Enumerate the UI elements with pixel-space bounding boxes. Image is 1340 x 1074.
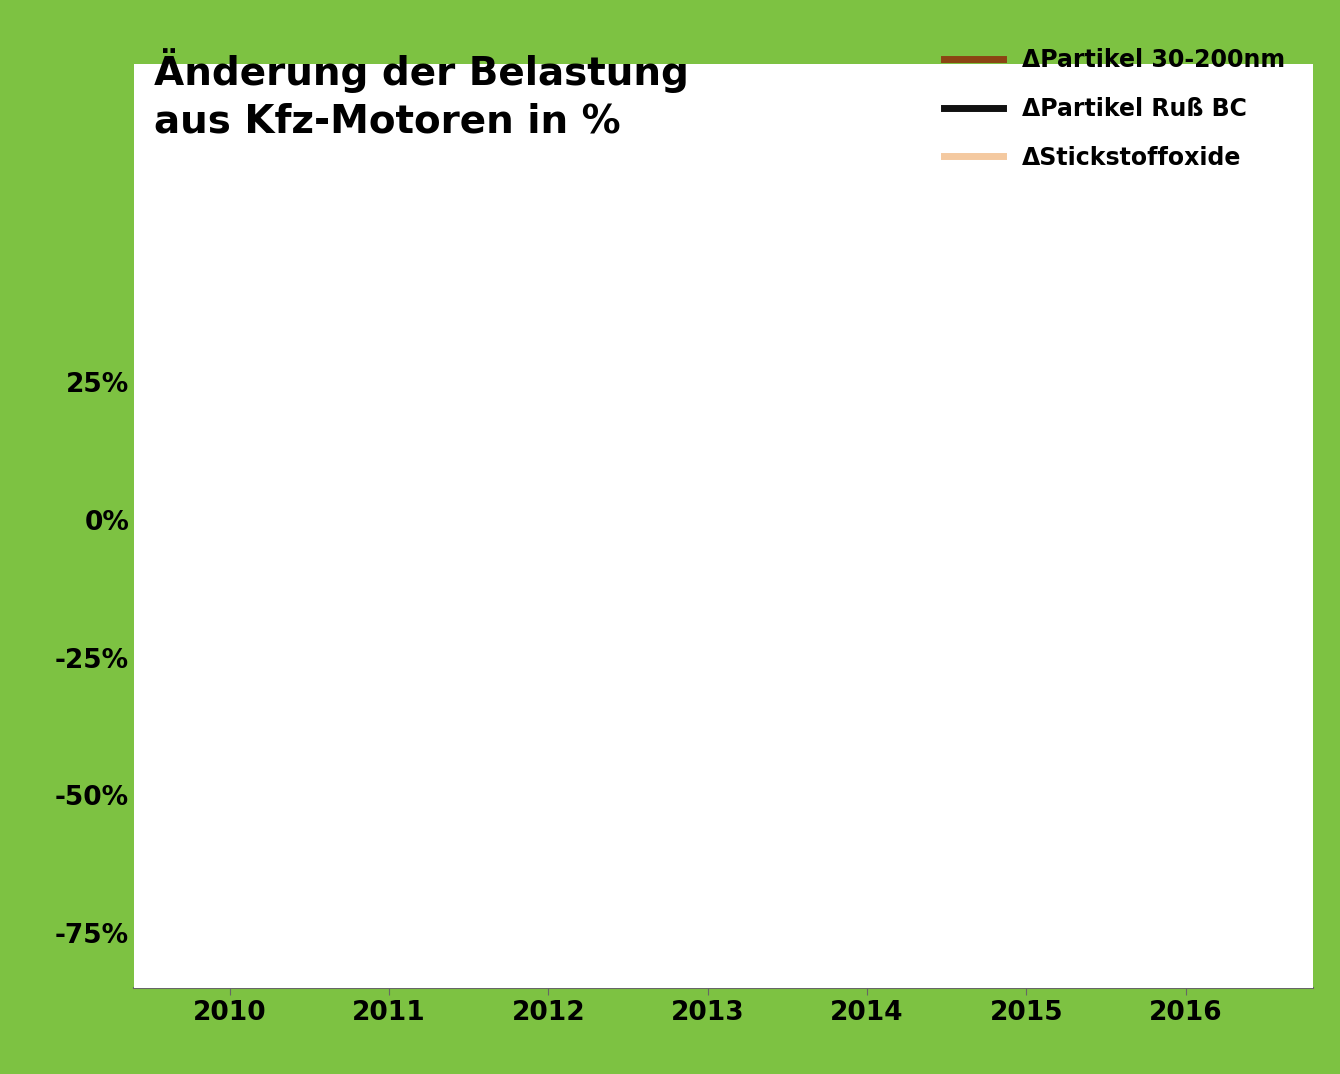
Text: Änderung der Belastung: Änderung der Belastung	[154, 48, 689, 93]
Legend: ΔPartikel 30-200nm, ΔPartikel Ruß BC, ΔStickstoffoxide: ΔPartikel 30-200nm, ΔPartikel Ruß BC, ΔS…	[935, 39, 1294, 179]
Text: aus Kfz-Motoren in %: aus Kfz-Motoren in %	[154, 102, 620, 140]
